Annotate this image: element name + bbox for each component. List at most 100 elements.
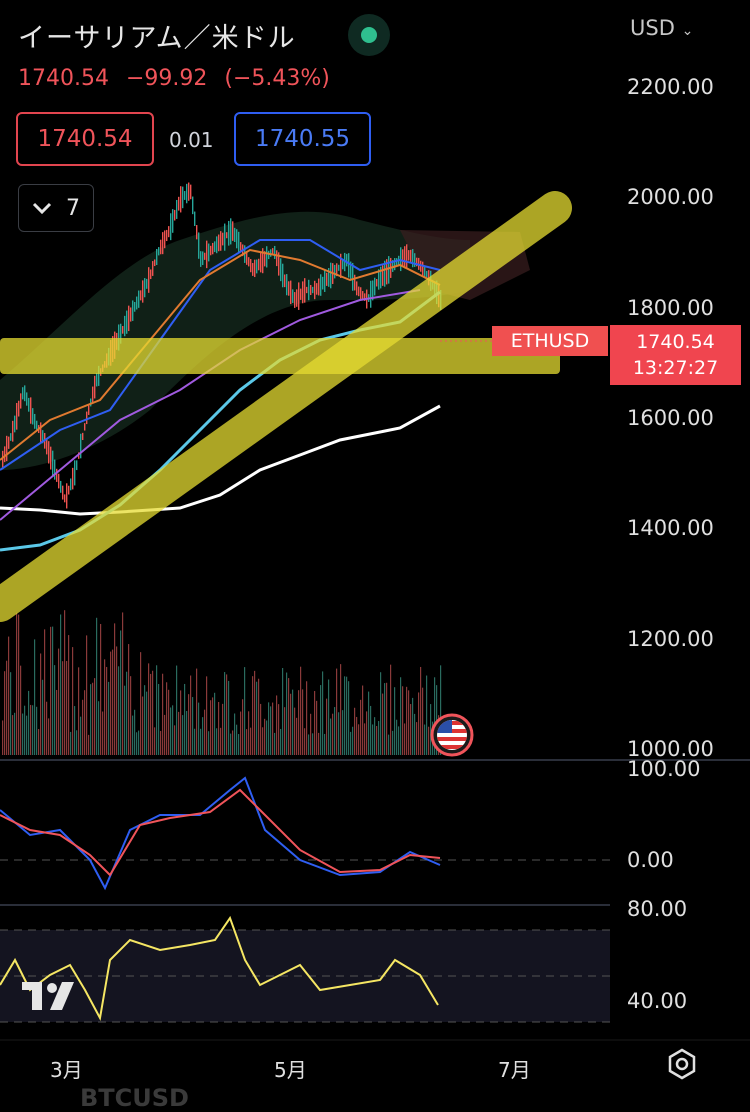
candle bbox=[138, 290, 140, 308]
candle bbox=[382, 265, 384, 286]
volume-bar bbox=[360, 699, 362, 755]
volume-bar bbox=[228, 680, 230, 755]
candle bbox=[232, 221, 234, 241]
candle bbox=[340, 253, 342, 279]
volume-bar bbox=[246, 729, 248, 755]
tradingview-logo-icon bbox=[22, 982, 74, 1010]
candle bbox=[284, 274, 286, 288]
volume-bar bbox=[250, 727, 252, 755]
volume-bar bbox=[166, 682, 168, 755]
candle bbox=[50, 446, 52, 470]
candle bbox=[140, 290, 142, 301]
volume-bar bbox=[168, 689, 170, 755]
macd-signal bbox=[0, 788, 441, 877]
settings-icon[interactable] bbox=[664, 1046, 700, 1082]
candle bbox=[60, 480, 62, 493]
volume-bar bbox=[100, 623, 102, 755]
volume-bar bbox=[364, 723, 366, 755]
volume-bar bbox=[112, 649, 114, 755]
price-summary: 1740.54 −99.92 (−5.43%) bbox=[18, 66, 340, 91]
symbol-title[interactable]: イーサリアム／米ドル bbox=[18, 23, 296, 54]
volume-bar bbox=[396, 719, 398, 755]
candle bbox=[222, 232, 224, 246]
candle bbox=[358, 286, 360, 297]
candle bbox=[330, 262, 332, 289]
candle bbox=[426, 270, 428, 279]
candle bbox=[396, 258, 398, 267]
volume-bar bbox=[380, 672, 382, 755]
volume-bar bbox=[276, 695, 278, 755]
volume-bar bbox=[412, 697, 414, 755]
candle bbox=[30, 397, 32, 424]
volume-bar bbox=[402, 686, 404, 755]
volume-bar bbox=[196, 668, 198, 755]
candle bbox=[204, 252, 206, 260]
volume-bar bbox=[88, 734, 90, 755]
buy-button[interactable]: 1740.55 bbox=[234, 112, 371, 166]
volume-bar bbox=[24, 705, 26, 755]
volume-bar bbox=[104, 659, 106, 755]
price-axis-label: 2000.00 bbox=[627, 185, 714, 209]
indicators-toggle-button[interactable]: 7 bbox=[18, 184, 94, 232]
volume-bar bbox=[330, 718, 332, 755]
volume-bar bbox=[84, 690, 86, 755]
volume-bar bbox=[338, 712, 340, 755]
candle bbox=[380, 266, 382, 289]
volume-bar bbox=[408, 690, 410, 755]
candle bbox=[230, 218, 232, 245]
candle bbox=[248, 257, 250, 267]
volume-bar bbox=[44, 629, 46, 755]
candle bbox=[374, 277, 376, 296]
candle bbox=[68, 485, 70, 495]
candle bbox=[404, 246, 406, 269]
candle bbox=[288, 281, 290, 296]
candle bbox=[142, 280, 144, 303]
volume-bar bbox=[18, 614, 20, 755]
candle bbox=[14, 415, 16, 433]
volume-bar bbox=[142, 696, 144, 755]
sell-button[interactable]: 1740.54 bbox=[16, 112, 154, 166]
volume-bar bbox=[148, 663, 150, 755]
volume-bar bbox=[376, 726, 378, 755]
volume-bar bbox=[252, 676, 254, 755]
volume-bar bbox=[386, 682, 388, 755]
volume-bar bbox=[118, 666, 120, 755]
volume-bar bbox=[26, 715, 28, 755]
volume-bar bbox=[356, 716, 358, 755]
trendline-highlight bbox=[0, 191, 572, 622]
volume-bar bbox=[282, 668, 284, 755]
volume-bar bbox=[400, 677, 402, 755]
next-symbol-label[interactable]: BTCUSD bbox=[80, 1084, 189, 1112]
volume-bar bbox=[98, 701, 100, 755]
candle bbox=[74, 460, 76, 486]
volume-bar bbox=[178, 711, 180, 755]
volume-bar bbox=[244, 667, 246, 755]
candle bbox=[166, 229, 168, 242]
currency-selector[interactable]: USD ⌄ bbox=[630, 16, 693, 40]
volume-bar bbox=[394, 687, 396, 755]
candle bbox=[128, 305, 130, 332]
volume-bar bbox=[8, 636, 10, 755]
candle bbox=[48, 441, 50, 464]
volume-bar bbox=[224, 672, 226, 755]
volume-bar bbox=[176, 665, 178, 755]
volume-bar bbox=[234, 713, 236, 755]
candle bbox=[180, 186, 182, 213]
volume-bar bbox=[232, 730, 234, 755]
candle bbox=[328, 267, 330, 287]
volume-bar bbox=[78, 667, 80, 755]
last-price-tag-value: 1740.54 bbox=[636, 331, 715, 353]
candle bbox=[272, 248, 274, 255]
candle bbox=[16, 402, 18, 430]
volume-bar bbox=[62, 661, 64, 755]
candle bbox=[226, 232, 228, 239]
candle bbox=[62, 485, 64, 500]
candle bbox=[98, 365, 100, 386]
volume-bar bbox=[306, 681, 308, 755]
volume-bar bbox=[116, 646, 118, 755]
candle bbox=[308, 279, 310, 301]
volume-bar bbox=[334, 707, 336, 755]
candle bbox=[52, 450, 54, 478]
us-flag-event-icon[interactable] bbox=[430, 713, 474, 757]
